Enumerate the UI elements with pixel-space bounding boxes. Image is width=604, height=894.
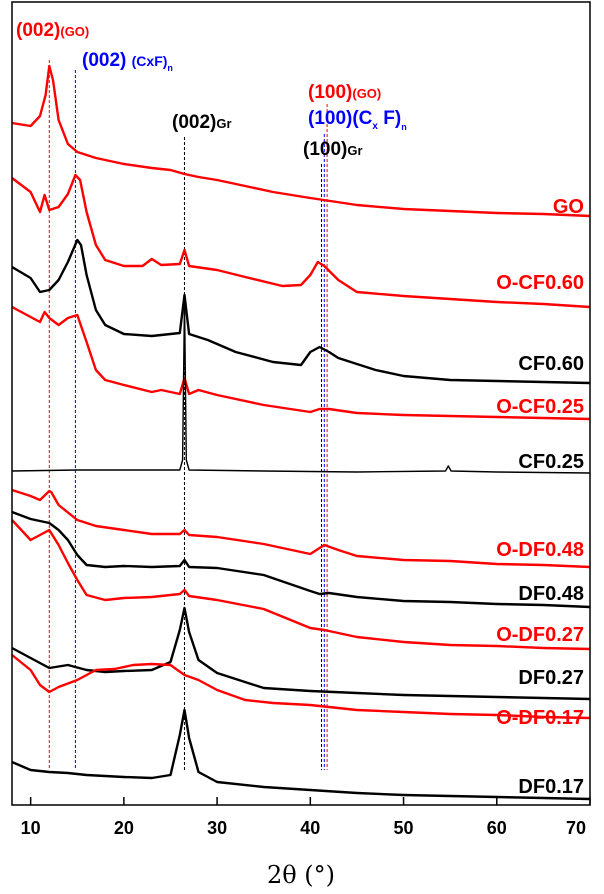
- series-line-o-df0-17: [11, 654, 591, 720]
- series-label-go: GO: [553, 196, 584, 218]
- series-line-df0-17: [11, 708, 591, 801]
- series-line-df0-48: [11, 510, 591, 609]
- series-label-o-cf0-60: O-CF0.60: [496, 272, 584, 294]
- series-line-go: [11, 64, 591, 218]
- x-tick-label: 40: [300, 818, 320, 838]
- series-group: [11, 64, 591, 801]
- annotation-gr-100: (100)Gr: [303, 139, 363, 160]
- series-label-o-df0-48: O-DF0.48: [496, 539, 584, 561]
- x-tick-label: 60: [487, 818, 507, 838]
- series-label-df0-17: DF0.17: [518, 776, 584, 798]
- series-label-df0-27: DF0.27: [518, 667, 584, 689]
- series-line-cf0-60: [11, 238, 591, 385]
- series-labels: GO O-CF0.60 CF0.60 O-CF0.25 CF0.25 O-DF0.48 DF…: [496, 196, 584, 798]
- x-ticks: 10 20 30 40 50 60 70: [21, 797, 591, 838]
- annotation-cxf-100: (100)(Cx F)n: [308, 108, 407, 132]
- series-line-o-df0-48: [11, 488, 591, 569]
- series-label-df0-48: DF0.48: [518, 583, 584, 605]
- x-tick-label: 50: [394, 818, 414, 838]
- annotation-go-100: (100)(GO): [308, 82, 381, 103]
- x-axis-label: 2θ (°): [267, 861, 335, 889]
- annotation-go-002: (002)(GO): [16, 20, 89, 41]
- reference-lines: [48, 60, 328, 770]
- series-line-cf0-25: [11, 299, 591, 474]
- plot-frame: [11, 1, 591, 806]
- x-tick-label: 70: [566, 818, 586, 838]
- series-label-o-df0-27: O-DF0.27: [496, 624, 584, 646]
- x-tick-label: 30: [207, 818, 227, 838]
- series-line-o-cf0-25: [11, 305, 591, 421]
- x-tick-label: 20: [114, 818, 134, 838]
- x-tick-label: 10: [21, 818, 41, 838]
- series-line-o-cf0-60: [11, 173, 591, 309]
- annotation-cxf-002: (002) (CxF)n: [82, 50, 173, 73]
- series-line-o-df0-27: [11, 519, 591, 651]
- series-label-cf0-25: CF0.25: [518, 451, 584, 473]
- annotation-gr-002: (002)Gr: [172, 112, 232, 133]
- series-label-o-cf0-25: O-CF0.25: [496, 396, 584, 418]
- series-label-o-df0-17: O-DF0.17: [496, 707, 584, 729]
- series-line-df0-27: [11, 606, 591, 701]
- series-label-cf0-60: CF0.60: [518, 353, 584, 375]
